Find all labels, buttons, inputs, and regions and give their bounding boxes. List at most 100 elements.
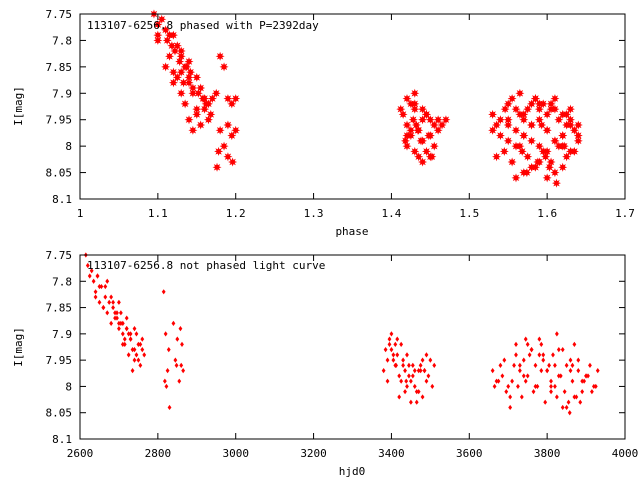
not-phased-plot-frame (79, 254, 626, 440)
phased-data-point (402, 131, 412, 141)
not-phased-data-point (99, 283, 104, 290)
phased-data-point (527, 99, 537, 109)
phased-data-point (537, 120, 547, 130)
phased-data-point (433, 125, 443, 135)
not-phased-data-point (175, 336, 180, 342)
phased-ytick-label: 7.95 (46, 114, 73, 127)
not-phased-data-point (572, 394, 577, 400)
not-phased-data-point (174, 362, 179, 368)
phased-ytick-label: 8.05 (46, 167, 73, 180)
not-phased-data-point (403, 389, 407, 395)
phased-data-point (172, 41, 182, 51)
phased-data-point (507, 157, 517, 167)
phased-data-point (519, 109, 529, 119)
phased-data-point (500, 104, 510, 114)
phased-data-point (179, 78, 189, 88)
not-phased-data-point (595, 368, 600, 374)
not-phased-data-point (531, 389, 536, 395)
phased-data-point (551, 178, 561, 188)
not-phased-data-point (399, 378, 404, 384)
not-phased-data-point (391, 352, 396, 358)
not-phased-data-point (412, 383, 417, 390)
not-phased-data-point (412, 368, 417, 374)
not-phased-data-point (109, 294, 114, 300)
not-phased-data-point (397, 373, 402, 379)
not-phased-data-point (529, 347, 534, 353)
phased-data-point (527, 120, 537, 130)
not-phased-data-point (140, 336, 145, 342)
phased-xtick-labels: 1 1.1 1.2 1.3 1.4 1.5 1.6 1.7 (77, 207, 635, 220)
phased-data-point (182, 62, 192, 72)
not-phased-data-point (562, 389, 567, 395)
not-phased-data-point (566, 399, 571, 405)
not-phased-data-point (584, 373, 588, 379)
phased-data-point (495, 115, 505, 125)
not-phased-data-point (539, 368, 544, 374)
not-phased-data-point (120, 331, 125, 337)
not-phased-ytick-label: 7.95 (46, 354, 73, 367)
phased-data-point (507, 94, 517, 104)
not-phased-data-point (164, 383, 169, 390)
not-phased-data-point (132, 347, 137, 353)
phased-data-point (188, 125, 198, 135)
phased-data-point (193, 88, 203, 98)
not-phased-data-point (122, 341, 127, 347)
not-phased-data-point (551, 352, 555, 358)
not-phased-data-point (403, 368, 407, 374)
not-phased-data-point (533, 383, 538, 390)
phased-data-point (168, 78, 178, 88)
phased-data-point (573, 136, 583, 146)
not-phased-xtick-label: 2600 (67, 447, 94, 460)
not-phased-data-point (508, 394, 513, 400)
not-phased-data-point (111, 299, 115, 305)
phased-data-points (149, 9, 583, 188)
not-phased-data-point (179, 362, 184, 368)
phased-data-point (517, 146, 527, 156)
not-phased-data-point (393, 341, 398, 347)
not-phased-data-point (527, 352, 532, 358)
not-phased-data-point (126, 331, 131, 337)
not-phased-data-point (567, 410, 572, 416)
phased-data-point (215, 51, 225, 61)
phased-data-point (566, 104, 575, 114)
not-phased-xtick-label: 3800 (534, 447, 561, 460)
not-phased-data-point (128, 331, 133, 337)
phased-data-point (398, 109, 408, 119)
phased-xtick-label: 1.5 (459, 207, 479, 220)
not-phased-data-point (414, 389, 419, 395)
not-phased-data-point (171, 320, 176, 326)
phased-data-point (558, 131, 568, 141)
phased-data-point (441, 115, 451, 125)
phased-data-point (437, 120, 447, 130)
not-phased-xtick-label: 3200 (300, 447, 327, 460)
not-phased-ytick-label: 8 (65, 380, 72, 393)
not-phased-data-point (163, 331, 168, 337)
not-phased-xtick-label: 2800 (145, 447, 172, 460)
phased-data-point (410, 99, 420, 109)
phased-data-point (184, 115, 194, 125)
not-phased-data-point (420, 394, 425, 400)
not-phased-data-point (124, 315, 129, 321)
phased-data-point (402, 94, 412, 104)
phased-plot-title: 113107-6256.8 phased with P=2392day (87, 19, 319, 32)
not-phased-data-point (508, 404, 513, 411)
phased-data-point (176, 51, 186, 61)
phased-data-point (223, 120, 233, 130)
not-phased-data-point (424, 378, 429, 384)
not-phased-xtick-labels: 2600 2800 3000 3200 3400 3600 3800 4000 (67, 447, 639, 460)
phased-data-point (200, 104, 210, 114)
not-phased-ytick-label: 8.05 (46, 407, 73, 420)
phased-data-point (162, 35, 172, 45)
phased-data-point (215, 125, 225, 135)
not-phased-data-point (426, 373, 431, 379)
phased-data-point (429, 141, 439, 151)
not-phased-data-point (422, 368, 427, 374)
not-phased-data-point (582, 378, 587, 384)
phased-data-point (418, 104, 428, 114)
phased-data-point (170, 46, 180, 56)
not-phased-data-point (514, 341, 518, 347)
not-phased-data-point (576, 368, 581, 374)
phased-data-point (219, 141, 229, 151)
phased-data-point (558, 162, 568, 172)
not-phased-data-point (109, 320, 114, 326)
